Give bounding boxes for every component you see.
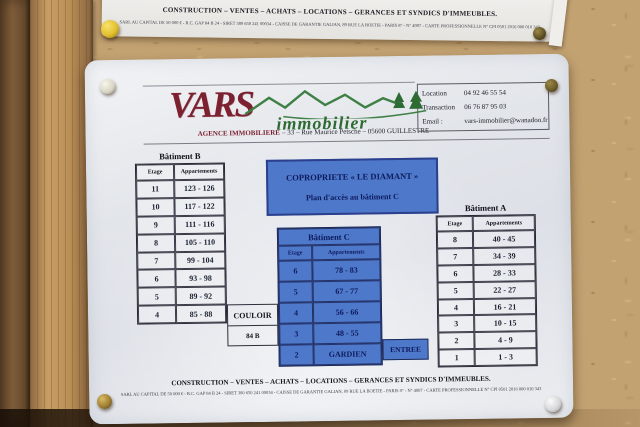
contact-label: Email : bbox=[422, 117, 443, 126]
contact-value: 04 92 46 55 54 bbox=[463, 88, 507, 98]
etage-cell: 6 bbox=[437, 264, 474, 283]
logo-block: VARS immobilier bbox=[142, 81, 427, 145]
appartements-cell: 10 - 15 bbox=[474, 314, 537, 333]
agency-name: AGENCE IMMOBILIERE bbox=[197, 128, 281, 138]
appartements-cell: 111 - 116 bbox=[174, 215, 225, 234]
etage-cell: 4 bbox=[437, 298, 475, 316]
etage-cell: 5 bbox=[437, 281, 474, 300]
couloir-box: COULOIR 84 B bbox=[226, 303, 279, 347]
appartements-header: Appartements bbox=[173, 163, 225, 181]
copropriete-title-box: COPROPRIETE « LE DIAMANT » Plan d'accès … bbox=[265, 157, 439, 216]
main-sign: VARS immobilier AGENCE IMMOBILIERE – 33 –… bbox=[84, 53, 574, 425]
appartements-cell: 40 - 45 bbox=[472, 230, 536, 248]
etage-cell: 2 bbox=[279, 344, 314, 366]
appartements-cell: 93 - 98 bbox=[175, 268, 226, 288]
contact-row: Transaction 06 76 87 95 03 bbox=[422, 102, 544, 112]
contact-row: Location 04 92 46 55 54 bbox=[422, 88, 544, 98]
etage-cell: 4 bbox=[278, 302, 314, 324]
appartements-cell: 67 - 77 bbox=[312, 280, 381, 303]
appartements-cell: 22 - 27 bbox=[473, 280, 536, 299]
wooden-plank-light bbox=[30, 0, 93, 427]
brand-suffix: immobilier bbox=[276, 112, 368, 134]
appartements-cell: 123 - 126 bbox=[174, 179, 225, 199]
appartements-header: Appartements bbox=[312, 244, 381, 261]
etage-cell: 5 bbox=[137, 287, 176, 306]
appartements-header: Appartements bbox=[472, 215, 535, 231]
couloir-label: COULOIR bbox=[227, 304, 278, 327]
appartements-cell: 56 - 66 bbox=[312, 301, 382, 324]
etage-cell: 7 bbox=[437, 247, 474, 266]
upper-sign-fine-print: SARL AU CAPITAL DE 50 000 € - R.C. GAP 8… bbox=[119, 19, 541, 30]
appartements-cell: 78 - 83 bbox=[312, 259, 381, 282]
etage-cell: 11 bbox=[136, 180, 175, 199]
etage-cell: 2 bbox=[438, 332, 475, 350]
etage-cell: 5 bbox=[278, 281, 313, 303]
appartements-cell: 34 - 39 bbox=[473, 247, 536, 265]
contact-row: Email : vars-immobilier@wanadoo.fr bbox=[422, 115, 548, 126]
pushpin-olive-right bbox=[545, 79, 558, 92]
appartements-cell: 1 - 3 bbox=[474, 348, 537, 367]
appartements-cell: 89 - 92 bbox=[175, 286, 226, 306]
pushpin-cream bbox=[100, 79, 115, 94]
batiment-a-table: Etage Appartements 8 40 - 45 7 34 - 39 6… bbox=[435, 214, 538, 368]
brand-wordmark: VARS bbox=[168, 84, 254, 127]
appartements-cell: 48 - 55 bbox=[313, 322, 382, 345]
etage-cell: 6 bbox=[137, 269, 176, 289]
contact-box: Location 04 92 46 55 54 Transaction 06 7… bbox=[416, 81, 550, 132]
pushpin-yellow bbox=[101, 20, 119, 38]
contact-value: vars-immobilier@wanadoo.fr bbox=[464, 115, 548, 126]
etage-header: Etage bbox=[278, 245, 313, 261]
plan-acces-subtitle: Plan d'accès au bâtiment C bbox=[305, 192, 399, 203]
upper-sign: CONSTRUCTION – VENTES – ACHATS – LOCATIO… bbox=[101, 0, 559, 42]
batiment-c-table: Bâtiment C Etage Appartements 6 78 - 83 … bbox=[276, 226, 383, 367]
etage-cell: 9 bbox=[136, 215, 175, 235]
contact-value: 06 76 87 95 03 bbox=[464, 102, 507, 112]
appartements-cell: 117 - 122 bbox=[174, 197, 225, 216]
etage-header: Etage bbox=[135, 164, 175, 181]
appartements-cell: 4 - 9 bbox=[474, 331, 537, 350]
appartements-cell: 85 - 88 bbox=[175, 304, 227, 324]
entree-label: ENTREE bbox=[382, 338, 429, 361]
etage-cell: 1 bbox=[438, 349, 475, 367]
etage-cell: 6 bbox=[278, 260, 313, 282]
pushpin-white bbox=[545, 396, 561, 412]
wooden-plank-dark bbox=[0, 0, 30, 427]
etage-cell: 7 bbox=[137, 251, 176, 271]
batiment-a-title: Bâtiment A bbox=[464, 202, 507, 214]
appartements-cell: 105 - 110 bbox=[174, 233, 226, 252]
footer-fine-print: SARL AU CAPITAL DE 50 000 € - R.C. GAP 8… bbox=[120, 386, 542, 397]
pushpin-brass bbox=[97, 394, 112, 409]
upper-sign-banner: CONSTRUCTION – VENTES – ACHATS – LOCATIO… bbox=[162, 5, 498, 19]
copropriete-name: COPROPRIETE « LE DIAMANT » bbox=[286, 170, 419, 183]
batiment-b-title: Bâtiment B bbox=[159, 150, 201, 162]
etage-cell: 3 bbox=[279, 323, 314, 345]
appartements-cell: GARDIEN bbox=[313, 343, 382, 366]
etage-cell: 10 bbox=[136, 198, 175, 217]
appartements-cell: 99 - 104 bbox=[175, 251, 226, 270]
contact-label: Location bbox=[421, 89, 447, 98]
etage-cell: 8 bbox=[436, 230, 474, 249]
pushpin-olive-upper bbox=[533, 27, 546, 40]
etage-header: Etage bbox=[436, 215, 473, 232]
appartements-cell: 28 - 33 bbox=[473, 263, 536, 282]
etage-cell: 8 bbox=[136, 233, 176, 253]
contact-label: Transaction bbox=[422, 103, 456, 112]
appartements-cell: 16 - 21 bbox=[473, 297, 537, 316]
etage-cell: 4 bbox=[137, 305, 177, 324]
batiment-b-table: Etage Appartements 11 123 - 126 10 117 -… bbox=[134, 162, 228, 325]
couloir-number: 84 B bbox=[246, 331, 260, 341]
etage-cell: 3 bbox=[438, 315, 475, 333]
batiment-c-title: Bâtiment C bbox=[277, 227, 381, 246]
